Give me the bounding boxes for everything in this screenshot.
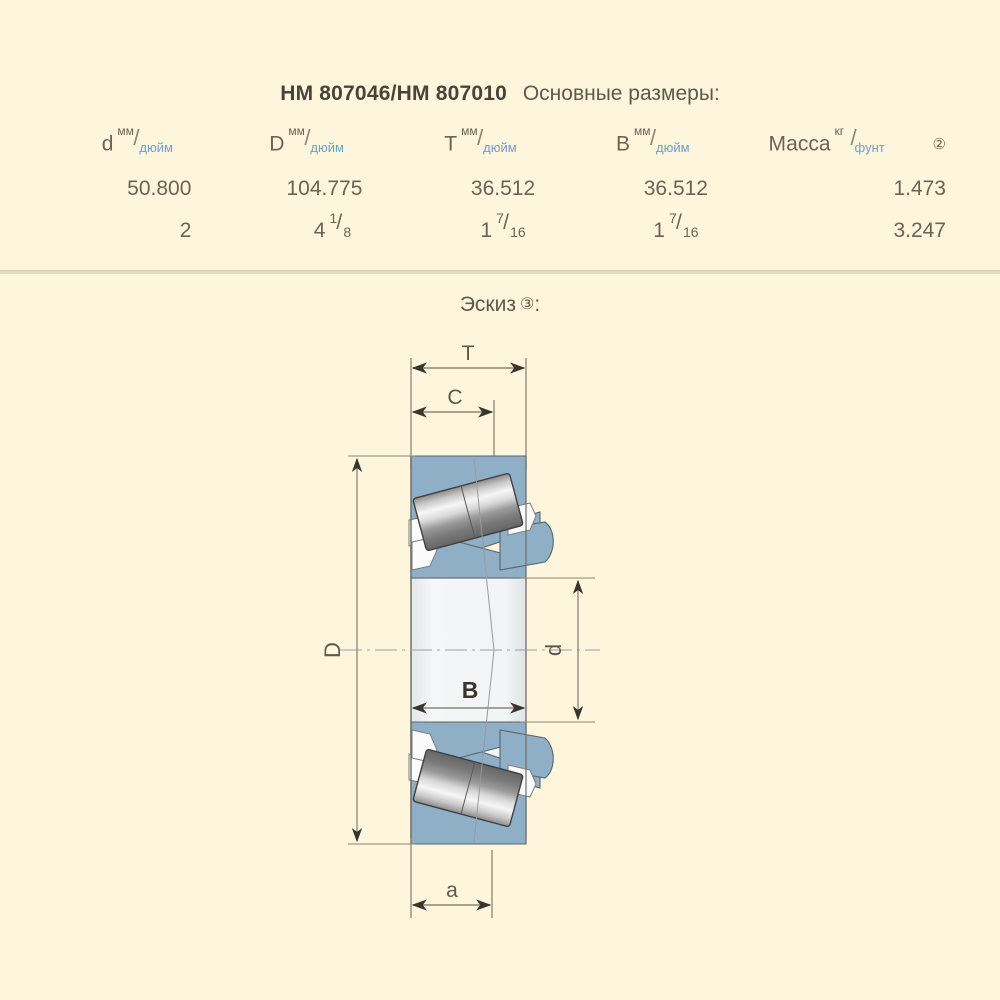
value-D-inch-whole: 4 <box>313 218 326 242</box>
unit-denominator-d: дюйм <box>139 140 173 155</box>
dimension-T: T <box>410 342 527 470</box>
unit-fraction-mass: кг / фунт <box>835 124 921 160</box>
unit-denominator-mass: фунт <box>854 140 885 155</box>
dimension-label-a: a <box>446 879 458 902</box>
value-T-inch-slash: / <box>503 211 509 235</box>
unit-slash-D: / <box>304 125 311 150</box>
value-T-inch-whole: 1 <box>480 218 493 242</box>
sketch-caption-text: Эскиз <box>459 293 516 316</box>
dimension-d: d <box>520 577 595 723</box>
value-mass-lb: 3.247 <box>893 219 946 242</box>
value-B-inch-fraction: 7/16 <box>668 210 708 243</box>
unit-slash-mass: / <box>850 125 857 150</box>
value-D-inch-fraction: 1/8 <box>328 210 362 243</box>
value-D-inch-numerator: 1 <box>329 210 338 227</box>
unit-numerator-T: мм <box>461 124 478 138</box>
value-D-inch-denominator: 8 <box>343 224 352 241</box>
tapered-roller-bottom <box>412 748 524 828</box>
unit-fraction-d: мм / дюйм <box>117 124 191 160</box>
dimension-label-d: d <box>541 644 566 656</box>
symbol-T: T <box>444 132 458 156</box>
unit-denominator-B: дюйм <box>655 140 690 155</box>
tapered-roller-top <box>412 472 524 552</box>
footnote-marker-2: ② <box>932 135 946 153</box>
value-B-inch-denominator: 16 <box>682 224 699 241</box>
column-header-mass: Масса кг / фунт ② <box>718 122 960 168</box>
dimension-a: a <box>410 838 493 918</box>
value-B-inch-whole: 1 <box>653 218 665 242</box>
section-divider <box>0 270 1000 274</box>
unit-denominator-D: дюйм <box>310 140 344 155</box>
bearing-model-number: HM 807046/HM 807010 <box>280 82 507 105</box>
value-d-inch: 2 <box>40 210 197 252</box>
value-B-inch: 1 7/16 <box>543 210 718 252</box>
symbol-mass: Масса <box>768 132 831 156</box>
spec-caption: Основные размеры: <box>522 82 720 105</box>
value-B-mm: 36.512 <box>643 177 708 200</box>
sketch-caption: Эскиз ③: <box>0 293 1000 317</box>
dimension-C: C <box>411 386 495 458</box>
value-D-inch: 4 1/8 <box>197 210 370 252</box>
value-d-inch-whole: 2 <box>179 219 192 242</box>
unit-numerator-mass: кг <box>834 124 845 138</box>
value-T-inch-numerator: 7 <box>496 210 504 227</box>
value-T-inch-fraction: 7/16 <box>495 210 535 243</box>
dimension-label-C: C <box>447 386 462 409</box>
value-B-inch-numerator: 7 <box>668 210 677 227</box>
bearing-cross-section-drawing: T C <box>0 330 1000 950</box>
dimension-label-D: D <box>320 642 345 658</box>
unit-numerator-D: мм <box>288 124 305 138</box>
symbol-D: D <box>269 132 285 156</box>
value-D-mm: 104.775 <box>286 177 363 200</box>
dimension-B: B <box>411 677 526 714</box>
unit-slash-T: / <box>477 125 484 150</box>
symbol-d: d <box>101 132 114 156</box>
unit-fraction-B: мм / дюйм <box>634 124 708 160</box>
unit-slash-B: / <box>649 125 657 150</box>
value-d-mm: 50.800 <box>127 177 192 200</box>
spec-title-row: HM 807046/HM 807010 Основные размеры: <box>0 82 1000 106</box>
dimension-label-B: B <box>462 677 479 703</box>
value-T-inch: 1 7/16 <box>370 210 543 252</box>
value-D-inch-slash: / <box>336 211 343 235</box>
footnote-marker-3: ③ <box>519 296 535 313</box>
unit-fraction-D: мм / дюйм <box>288 124 362 160</box>
value-T-inch-denominator: 16 <box>510 224 526 241</box>
unit-slash-d: / <box>133 125 140 150</box>
value-B-inch-slash: / <box>675 211 682 235</box>
unit-fraction-T: мм / дюйм <box>461 124 535 160</box>
table-row-millimeters: 50.800 104.775 36.512 36.512 1.473 <box>40 168 960 210</box>
table-row-inches: 2 4 1/8 1 7/16 1 7/16 3.247 <box>40 210 960 252</box>
value-mass-kg: 1.473 <box>893 177 946 200</box>
value-T-mm: 36.512 <box>470 177 536 200</box>
unit-numerator-d: мм <box>117 124 134 138</box>
symbol-B: B <box>615 132 630 156</box>
unit-numerator-B: мм <box>633 124 651 138</box>
sketch-caption-colon: : <box>534 293 541 316</box>
dimension-label-T: T <box>462 342 475 365</box>
unit-denominator-T: дюйм <box>483 140 517 155</box>
column-header-d: d мм / дюйм <box>40 122 197 168</box>
